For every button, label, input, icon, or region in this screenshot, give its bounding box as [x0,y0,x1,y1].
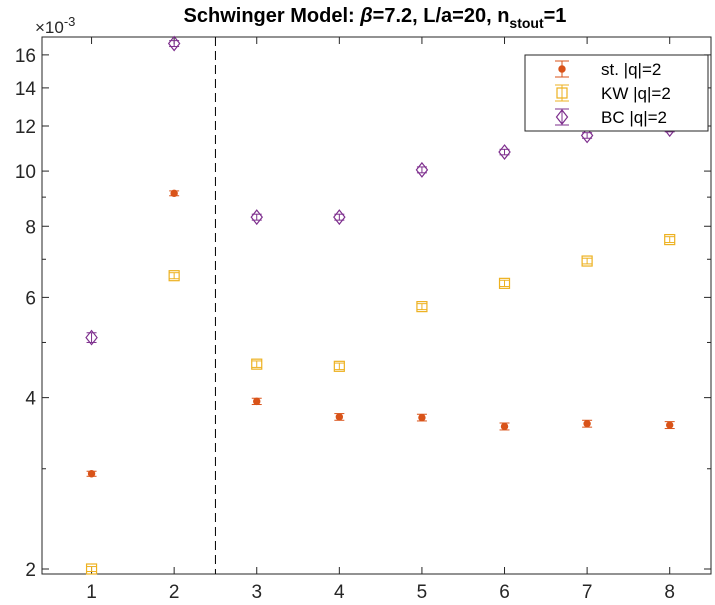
chart-title: Schwinger Model: β=7.2, L/a=20, nstout=1 [184,5,567,31]
legend-marker [556,87,568,99]
y-tick-label: 4 [25,389,36,410]
data-point [253,397,261,406]
data-point [580,127,594,144]
data-point [664,233,676,246]
x-tick-label: 3 [251,582,262,603]
data-point [333,209,346,226]
data-point [168,270,180,282]
legend-label: BC |q|=2 [601,108,667,127]
title-subscript: stout [509,15,544,31]
series-group [86,189,675,478]
y-exponent-label: ×10-3 [35,14,75,37]
data-point [87,470,96,478]
title-beta-symbol: β [359,5,372,27]
data-point [498,277,511,289]
data-point [500,422,509,431]
data-point [251,358,263,370]
title-beta-rest: =7.2, L/a=20, n [373,5,510,27]
data-point [415,161,429,178]
y-tick-label: 10 [15,162,36,183]
x-tick-label: 7 [582,582,593,603]
y-tick-label: 2 [25,560,36,581]
x-tick-label: 6 [499,582,510,603]
data-point [170,189,178,198]
series-group [85,35,676,346]
data-point [335,413,344,421]
y-exponent-power: -3 [64,14,76,29]
legend-marker [558,65,566,73]
y-tick-label: 12 [15,117,36,138]
data-point [581,255,593,267]
data-point [583,419,591,428]
x-tick-label: 4 [334,582,345,603]
legend-box [524,54,709,132]
y-tick-label: 14 [15,79,37,100]
title-suffix: =1 [544,5,567,27]
legend: st. |q|=2 KW |q|=2 BC |q|=2 [524,54,709,132]
data-point [333,360,345,372]
series-group [85,233,676,575]
data-point [416,301,428,313]
data-point [498,144,511,161]
data-point [85,563,98,575]
title-main: Schwinger Model: [184,5,361,27]
y-tick-label: 16 [15,46,36,67]
data-point [666,421,674,429]
legend-marker [555,109,569,125]
y-tick-label: 8 [25,217,36,238]
data-point [167,35,181,52]
y-exponent-base: ×10 [35,18,64,37]
data-point [418,413,426,422]
legend-label: st. |q|=2 [601,60,661,79]
x-tick-label: 2 [169,582,180,603]
x-tick-label: 8 [664,582,675,603]
x-tick-label: 5 [417,582,428,603]
y-tick-label: 6 [25,288,36,309]
data-point [250,209,264,226]
x-tick-label: 1 [86,582,97,603]
data-marks [85,35,676,575]
data-point [85,329,98,346]
legend-label: KW |q|=2 [601,84,671,103]
